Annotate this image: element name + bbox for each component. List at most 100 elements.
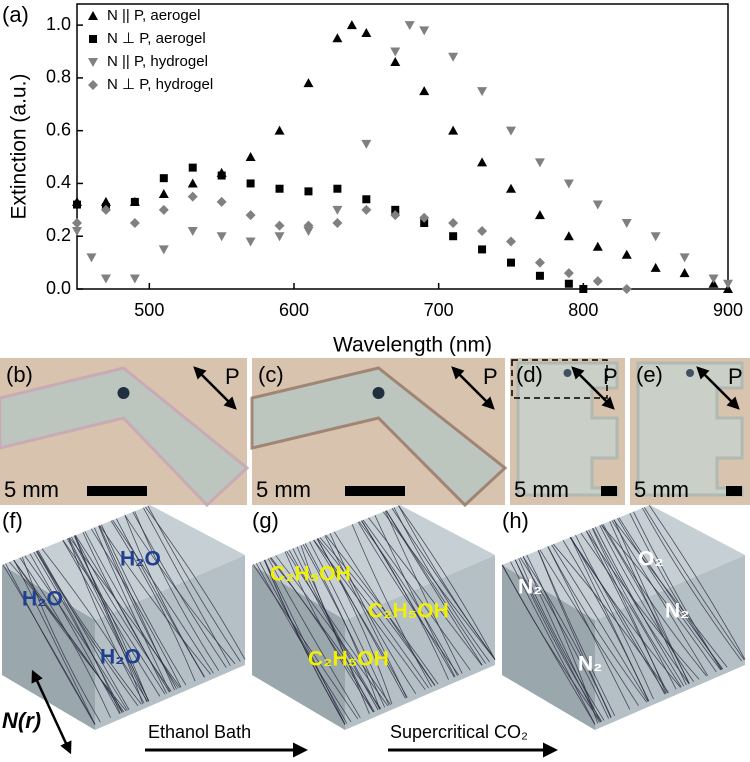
data-point — [332, 218, 343, 229]
fiber — [144, 506, 246, 660]
y-tick-label: 0.8 — [46, 67, 71, 87]
data-point — [679, 268, 690, 278]
data-point — [245, 210, 256, 221]
fiber — [613, 519, 728, 668]
legend-marker — [88, 11, 98, 20]
fiber — [68, 537, 145, 704]
fiber — [24, 555, 128, 711]
fiber — [518, 558, 605, 721]
legend-label: N ⊥ P, hydrogel — [107, 76, 213, 93]
y-axis-label: Extinction (a.u.) — [8, 74, 31, 220]
data-point — [419, 86, 430, 96]
data-point — [506, 183, 516, 193]
data-point — [73, 200, 81, 209]
fiber — [617, 517, 722, 671]
data-point — [507, 258, 515, 267]
data-point — [129, 218, 140, 229]
data-point — [419, 26, 430, 36]
fiber — [537, 550, 612, 718]
fiber — [522, 556, 602, 723]
legend-label: N || P, aerogel — [107, 7, 200, 24]
fiber — [594, 526, 685, 687]
fiber — [36, 550, 142, 705]
slab-front-face — [345, 555, 495, 730]
fiber — [62, 540, 166, 695]
fiber — [569, 537, 681, 688]
fiber — [510, 561, 596, 725]
fiber — [110, 520, 196, 682]
fiber — [551, 544, 649, 702]
molecule-label: N₂ — [578, 653, 603, 676]
polarizer-label: P — [483, 364, 498, 389]
data-point — [100, 204, 111, 215]
fiber — [398, 505, 496, 660]
data-point — [506, 236, 516, 247]
data-point — [448, 218, 459, 229]
gel-strip — [0, 366, 250, 508]
data-point — [420, 219, 429, 228]
slab-top-face — [252, 505, 495, 620]
data-point — [245, 152, 256, 162]
data-point — [158, 189, 169, 198]
fiber — [351, 524, 432, 688]
fiber — [73, 535, 149, 702]
data-point — [361, 28, 372, 38]
data-point — [275, 184, 284, 193]
scale-label: 5 mm — [4, 477, 59, 502]
scale-bar — [601, 486, 617, 496]
x-tick-label: 900 — [713, 300, 743, 320]
polarizer-label: P — [225, 364, 240, 389]
y-tick-label: 0.6 — [46, 119, 71, 139]
fiber — [13, 559, 96, 725]
data-point — [346, 20, 357, 30]
fiber — [37, 550, 130, 710]
data-point — [158, 245, 169, 255]
data-point — [592, 276, 603, 287]
fiber — [633, 511, 722, 671]
molecule-label: C₂H₅OH — [308, 648, 389, 671]
scale-label: 5 mm — [514, 477, 569, 502]
molecule-label: H₂O — [120, 548, 161, 571]
fiber — [384, 510, 463, 674]
fiber — [264, 559, 346, 725]
fiber — [275, 555, 389, 707]
fiber — [71, 536, 149, 702]
fiber — [358, 521, 458, 676]
fiber — [600, 524, 717, 673]
polarizer-arrow — [451, 366, 495, 410]
x-tick-label: 500 — [134, 300, 164, 320]
fiber — [112, 519, 214, 674]
photo-label: (b) — [6, 362, 33, 387]
photo-label: (d) — [516, 362, 543, 387]
slab-front-face — [595, 555, 745, 730]
fiber — [648, 505, 746, 660]
data-point — [477, 87, 488, 97]
fiber — [2, 564, 96, 725]
data-point — [187, 178, 198, 188]
defect-point — [686, 369, 694, 377]
data-point — [216, 232, 227, 242]
data-point — [391, 205, 400, 214]
data-point — [187, 191, 198, 202]
fiber — [385, 510, 483, 666]
panel-label: (a) — [2, 2, 29, 27]
fiber — [313, 539, 426, 690]
data-point — [448, 52, 459, 62]
data-point — [621, 219, 632, 229]
y-tick-label: 0.4 — [46, 172, 71, 192]
fiber — [585, 530, 668, 694]
molecule-label: N₂ — [665, 600, 690, 623]
fiber — [592, 527, 690, 685]
defect-point — [563, 369, 572, 377]
data-point — [390, 210, 401, 221]
fiber — [324, 535, 408, 698]
data-point — [679, 253, 690, 263]
fiber — [575, 535, 667, 695]
fiber — [537, 550, 616, 717]
scale-bar — [726, 486, 742, 496]
fiber — [382, 511, 496, 660]
director-label: N(r) — [2, 708, 41, 733]
data-point — [477, 157, 488, 167]
fiber — [292, 548, 381, 710]
polarizer-label: P — [728, 364, 743, 389]
